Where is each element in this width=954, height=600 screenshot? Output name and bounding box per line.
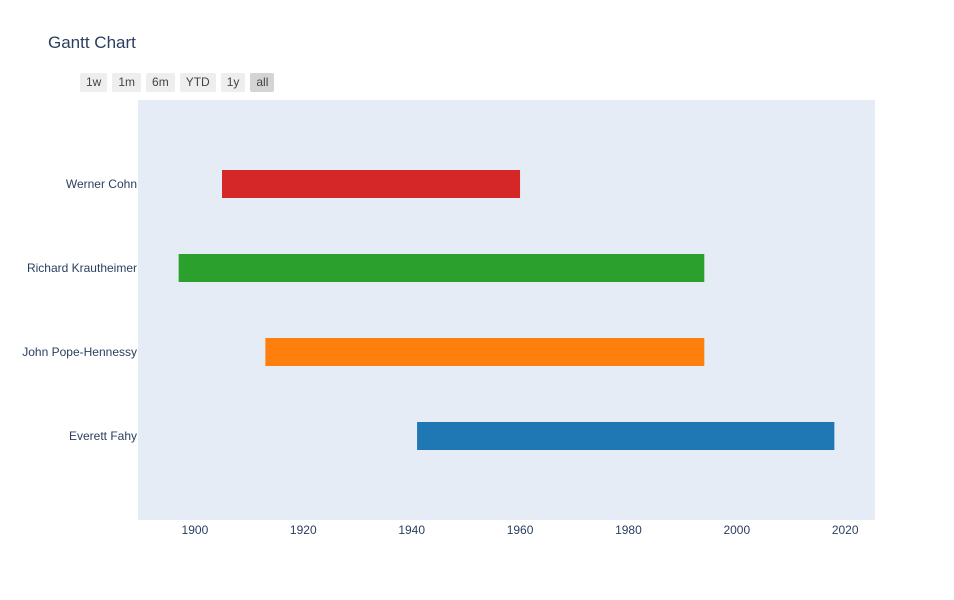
x-tick-label: 2020 (832, 523, 859, 537)
range-button-1w[interactable]: 1w (80, 73, 108, 92)
y-tick-label: Richard Krautheimer (27, 261, 137, 275)
x-tick-label: 1960 (507, 523, 534, 537)
range-button-6m[interactable]: 6m (146, 73, 175, 92)
x-tick-label: 1980 (615, 523, 642, 537)
gantt-bar[interactable] (221, 170, 521, 198)
y-axis-ticks: Werner Cohn Richard Krautheimer John Pope-… (22, 177, 137, 443)
y-tick-label: John Pope-Hennessy (22, 345, 137, 359)
y-tick-label: Werner Cohn (66, 177, 137, 191)
range-button-ytd[interactable]: YTD (179, 73, 216, 92)
range-button-1y[interactable]: 1y (220, 73, 246, 92)
range-button-1m[interactable]: 1m (112, 73, 142, 92)
x-tick-label: 1920 (290, 523, 317, 537)
range-button-all[interactable]: all (250, 73, 275, 92)
gantt-bar[interactable] (265, 338, 705, 366)
x-tick-label: 2000 (723, 523, 750, 537)
plot-area (138, 100, 875, 520)
x-tick-label: 1900 (182, 523, 209, 537)
gantt-bar[interactable] (417, 422, 835, 450)
range-selector: 1w 1m 6m YTD 1y all (80, 73, 275, 92)
bars-group (178, 170, 835, 450)
x-axis-ticks: 1900 1920 1940 1960 1980 2000 2020 (182, 523, 859, 537)
chart-title: Gantt Chart (48, 33, 136, 52)
gantt-bar[interactable] (178, 254, 705, 282)
y-tick-label: Everett Fahy (69, 429, 137, 443)
x-tick-label: 1940 (398, 523, 425, 537)
